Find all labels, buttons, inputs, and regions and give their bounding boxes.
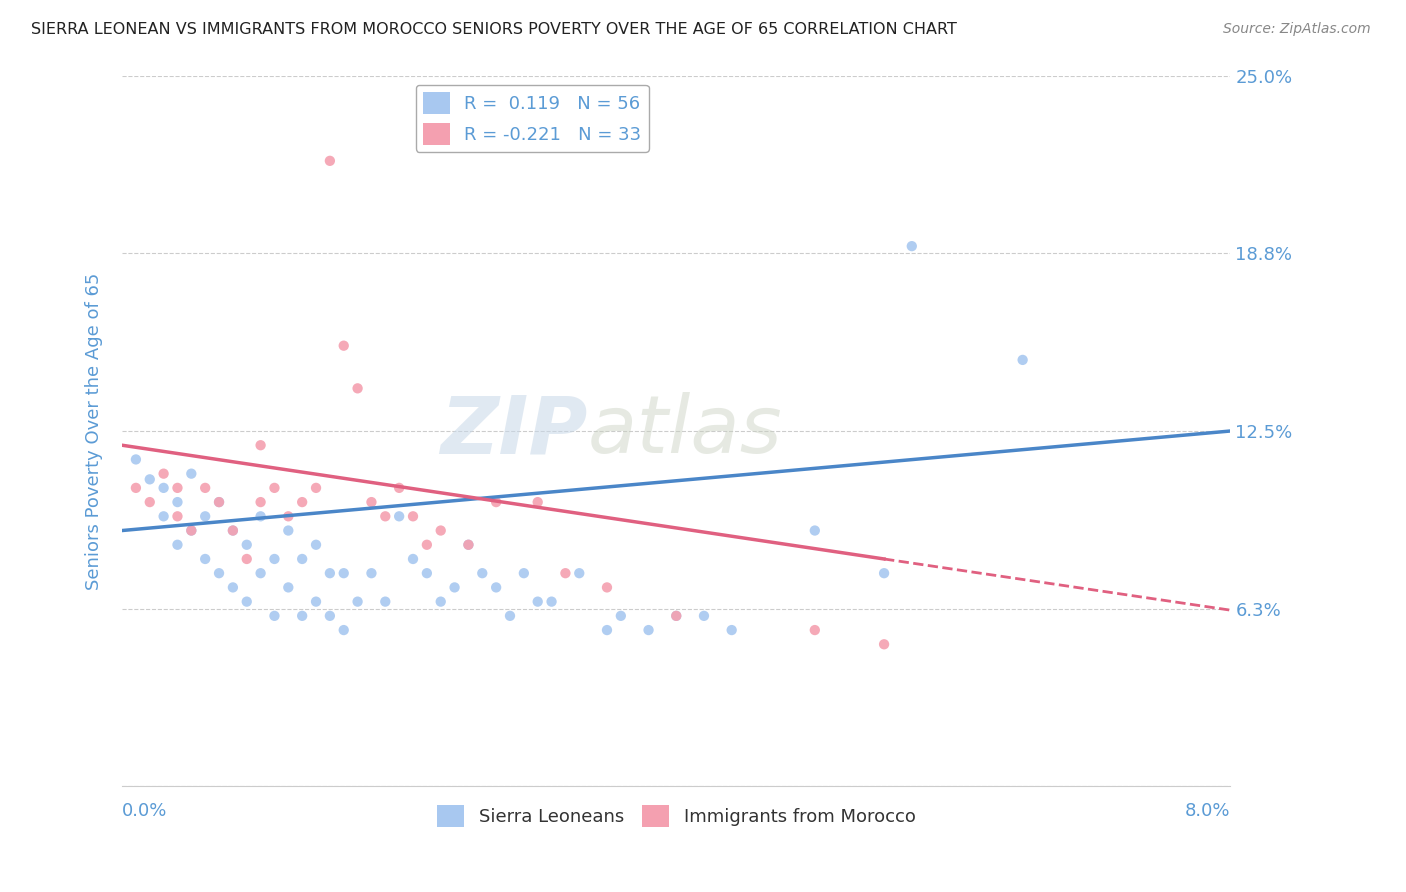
Point: [554, 566, 576, 581]
Point: [319, 608, 342, 623]
Point: [346, 381, 368, 395]
Point: [416, 566, 439, 581]
Text: atlas: atlas: [588, 392, 782, 470]
Point: [208, 566, 231, 581]
Point: [457, 538, 479, 552]
Point: [360, 495, 382, 509]
Point: [152, 467, 174, 481]
Point: [720, 623, 742, 637]
Point: [139, 472, 162, 486]
Point: [568, 566, 591, 581]
Point: [443, 581, 465, 595]
Point: [249, 509, 271, 524]
Point: [208, 495, 231, 509]
Text: SIERRA LEONEAN VS IMMIGRANTS FROM MOROCCO SENIORS POVERTY OVER THE AGE OF 65 COR: SIERRA LEONEAN VS IMMIGRANTS FROM MOROCC…: [31, 22, 957, 37]
Point: [125, 452, 148, 467]
Point: [665, 608, 688, 623]
Point: [596, 581, 619, 595]
Text: Source: ZipAtlas.com: Source: ZipAtlas.com: [1223, 22, 1371, 37]
Point: [194, 481, 217, 495]
Point: [263, 481, 285, 495]
Point: [429, 594, 451, 608]
Point: [540, 594, 562, 608]
Point: [693, 608, 716, 623]
Point: [166, 495, 188, 509]
Point: [180, 467, 202, 481]
Point: [416, 538, 439, 552]
Point: [471, 566, 494, 581]
Point: [152, 509, 174, 524]
Point: [194, 509, 217, 524]
Point: [485, 581, 508, 595]
Point: [360, 566, 382, 581]
Point: [457, 538, 479, 552]
Point: [804, 524, 827, 538]
Point: [332, 339, 354, 353]
Point: [222, 524, 245, 538]
Legend: Sierra Leoneans, Immigrants from Morocco: Sierra Leoneans, Immigrants from Morocco: [430, 797, 922, 834]
Point: [222, 581, 245, 595]
Point: [332, 623, 354, 637]
Point: [277, 509, 299, 524]
Point: [291, 608, 314, 623]
Point: [305, 594, 328, 608]
Point: [1011, 352, 1033, 367]
Point: [429, 524, 451, 538]
Point: [166, 481, 188, 495]
Point: [194, 552, 217, 566]
Point: [513, 566, 536, 581]
Point: [166, 509, 188, 524]
Point: [319, 566, 342, 581]
Point: [388, 481, 411, 495]
Point: [235, 594, 257, 608]
Point: [249, 566, 271, 581]
Point: [291, 552, 314, 566]
Point: [208, 495, 231, 509]
Point: [388, 509, 411, 524]
Point: [139, 495, 162, 509]
Point: [166, 538, 188, 552]
Point: [152, 481, 174, 495]
Point: [637, 623, 659, 637]
Point: [485, 495, 508, 509]
Y-axis label: Seniors Poverty Over the Age of 65: Seniors Poverty Over the Age of 65: [86, 272, 103, 590]
Point: [305, 481, 328, 495]
Point: [665, 608, 688, 623]
Point: [263, 552, 285, 566]
Point: [263, 608, 285, 623]
Point: [610, 608, 633, 623]
Point: [374, 509, 396, 524]
Point: [319, 153, 342, 168]
Point: [249, 495, 271, 509]
Point: [277, 581, 299, 595]
Point: [291, 495, 314, 509]
Point: [332, 566, 354, 581]
Point: [901, 239, 924, 253]
Point: [277, 524, 299, 538]
Point: [596, 623, 619, 637]
Point: [526, 594, 548, 608]
Point: [402, 509, 425, 524]
Point: [873, 637, 896, 651]
Point: [873, 566, 896, 581]
Text: 8.0%: 8.0%: [1185, 802, 1230, 820]
Point: [499, 608, 522, 623]
Point: [249, 438, 271, 452]
Point: [346, 594, 368, 608]
Point: [222, 524, 245, 538]
Text: ZIP: ZIP: [440, 392, 588, 470]
Text: 0.0%: 0.0%: [122, 802, 167, 820]
Point: [125, 481, 148, 495]
Point: [804, 623, 827, 637]
Point: [402, 552, 425, 566]
Point: [305, 538, 328, 552]
Point: [180, 524, 202, 538]
Point: [180, 524, 202, 538]
Point: [235, 538, 257, 552]
Point: [526, 495, 548, 509]
Point: [235, 552, 257, 566]
Point: [374, 594, 396, 608]
